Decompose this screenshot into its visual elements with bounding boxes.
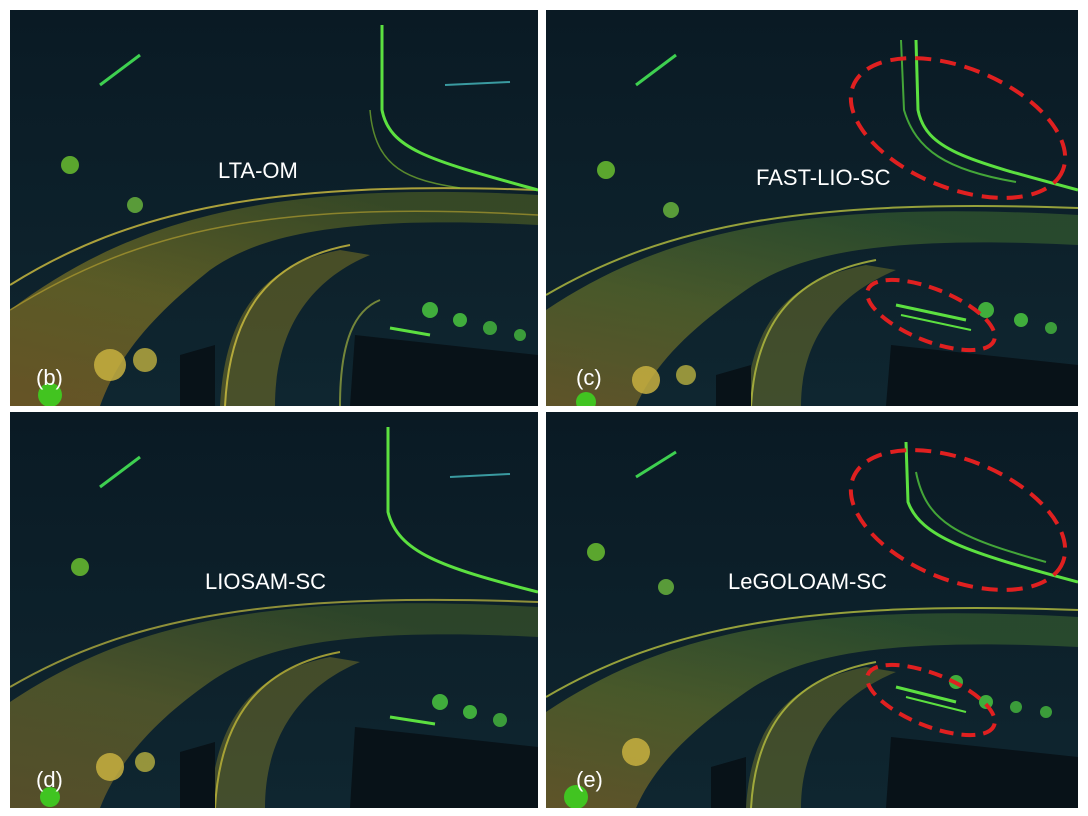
highlight-ellipse-c-bottom <box>865 277 997 353</box>
panel-b-lta-om: LTA-OM (b) <box>10 10 538 406</box>
panel-e-tag: (e) <box>576 767 603 792</box>
panel-d-tag: (d) <box>36 767 63 792</box>
panel-b-title: LTA-OM <box>218 158 298 183</box>
highlight-ellipse-e-bottom <box>865 662 997 738</box>
highlight-ellipse-c-top <box>848 56 1068 200</box>
point-cloud-e <box>546 412 1078 808</box>
panel-d-title: LIOSAM-SC <box>205 569 327 594</box>
panel-e-legoloam-sc: LeGOLOAM-SC (e) <box>546 412 1078 808</box>
highlight-ellipse-e-top <box>848 448 1068 592</box>
point-cloud-b <box>10 10 538 406</box>
point-cloud-c <box>546 10 1078 406</box>
panel-d-liosam-sc: LIOSAM-SC (d) <box>10 412 538 808</box>
panel-c-tag: (c) <box>576 365 602 390</box>
panel-c-title: FAST-LIO-SC <box>756 165 891 190</box>
panel-c-fast-lio-sc: FAST-LIO-SC (c) <box>546 10 1078 406</box>
panel-e-title: LeGOLOAM-SC <box>728 569 887 594</box>
point-cloud-d <box>10 412 538 808</box>
panel-b-tag: (b) <box>36 365 63 390</box>
